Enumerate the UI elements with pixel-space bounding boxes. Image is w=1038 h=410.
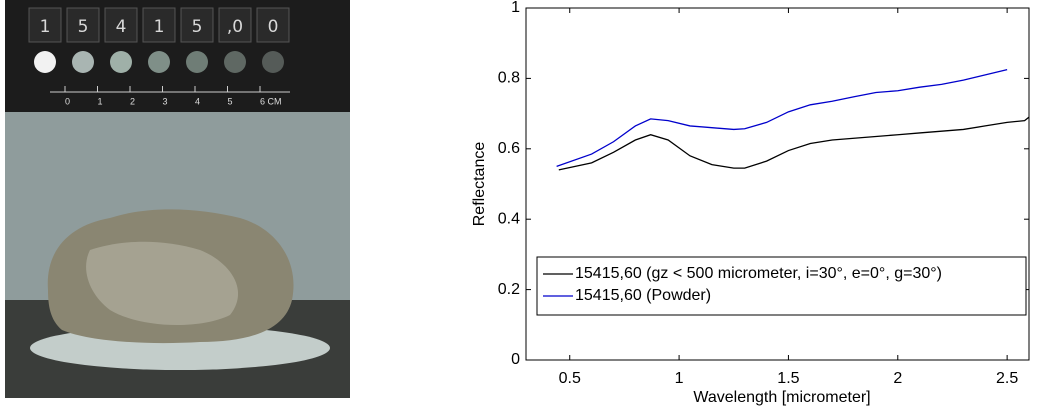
sample-label-digit: 1 xyxy=(40,17,51,37)
y-axis-label: Reflectance xyxy=(471,142,488,227)
label-tile xyxy=(66,7,100,43)
gray-swatch xyxy=(148,51,170,73)
ruler-label: 0 xyxy=(65,96,70,106)
x-tick-label: 1 xyxy=(675,370,684,387)
legend-label: 15415,60 (Powder) xyxy=(575,287,711,304)
label-tile xyxy=(104,7,138,43)
gray-swatch xyxy=(110,51,132,73)
ruler-label: 2 xyxy=(130,96,135,106)
ruler-label: 1 xyxy=(98,96,103,106)
sample-label-digit: ,0 xyxy=(227,17,243,37)
y-tick-label: 0.2 xyxy=(498,281,520,298)
x-axis-label: Wavelength [micrometer] xyxy=(693,389,870,406)
rock-highlight xyxy=(86,241,239,326)
y-tick-label: 0 xyxy=(511,351,520,368)
legend-label: 15415,60 (gz < 500 micrometer, i=30°, e=… xyxy=(575,265,942,282)
label-tile xyxy=(28,7,62,43)
sample-label-digit: 0 xyxy=(268,17,279,37)
y-tick-label: 0.6 xyxy=(498,140,520,157)
ruler-label: 5 xyxy=(228,96,233,106)
label-tile xyxy=(218,7,252,43)
sample-label-digit: 1 xyxy=(154,17,165,37)
line-chart: Wavelength [micrometer] Reflectance 0 0.2… xyxy=(471,0,1030,406)
y-tick-label: 0.4 xyxy=(498,210,520,227)
ruler-label: 4 xyxy=(195,96,200,106)
scale-board xyxy=(5,0,350,112)
gray-swatch xyxy=(34,51,56,73)
label-tile xyxy=(256,7,290,43)
data-line xyxy=(558,116,1030,171)
x-tick-label: 1.5 xyxy=(777,370,799,387)
data-line xyxy=(556,68,1008,168)
x-tick-label: 2.5 xyxy=(996,370,1018,387)
label-tile xyxy=(180,7,214,43)
sample-label-digit: 5 xyxy=(78,17,89,37)
y-tick-label: 0.8 xyxy=(498,70,520,87)
y-tick-label: 1 xyxy=(511,0,520,16)
legend-box xyxy=(536,256,1027,316)
gray-swatch xyxy=(262,51,284,73)
x-tick-label: 0.5 xyxy=(559,370,581,387)
gray-swatch xyxy=(224,51,246,73)
gray-swatch xyxy=(186,51,208,73)
gray-swatch xyxy=(72,51,94,73)
sample-label-digit: 4 xyxy=(116,17,127,37)
x-tick-label: 2 xyxy=(893,370,902,387)
rock-photo: 1 5 4 1 5 ,0 0 0 1 2 3 4 5 6 CM xyxy=(5,0,350,398)
ruler-label: 6 CM xyxy=(260,96,282,106)
sample-label-digit: 5 xyxy=(192,17,203,37)
ruler-label: 3 xyxy=(163,96,168,106)
label-tile xyxy=(142,7,176,43)
